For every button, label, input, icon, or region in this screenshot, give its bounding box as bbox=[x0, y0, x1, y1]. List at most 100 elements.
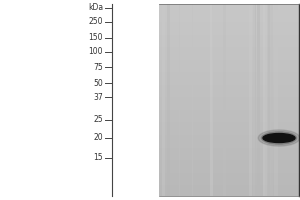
Bar bbox=[159, 168, 300, 169]
Bar bbox=[159, 182, 300, 183]
Bar bbox=[159, 71, 300, 72]
Bar bbox=[159, 114, 300, 115]
Bar bbox=[159, 128, 300, 129]
Bar bbox=[159, 63, 300, 64]
Bar bbox=[159, 174, 300, 175]
Bar bbox=[159, 150, 300, 151]
Bar bbox=[159, 185, 300, 186]
Bar bbox=[159, 154, 300, 155]
Bar bbox=[159, 46, 300, 47]
Bar bbox=[159, 35, 300, 36]
Bar bbox=[159, 194, 300, 195]
Bar bbox=[159, 19, 300, 20]
Bar bbox=[159, 81, 300, 82]
Bar bbox=[159, 82, 300, 83]
Bar bbox=[159, 42, 300, 43]
Bar bbox=[159, 113, 300, 114]
Bar bbox=[159, 68, 300, 69]
Bar bbox=[159, 18, 300, 19]
Bar bbox=[223, 4, 226, 196]
Bar bbox=[159, 152, 300, 153]
Bar bbox=[274, 4, 278, 196]
Bar bbox=[159, 156, 300, 157]
Bar bbox=[159, 77, 300, 78]
Bar bbox=[159, 188, 300, 189]
Bar bbox=[159, 125, 300, 126]
Bar bbox=[159, 189, 300, 190]
Bar bbox=[159, 53, 300, 54]
Bar bbox=[159, 96, 300, 97]
Bar bbox=[159, 87, 300, 88]
Bar bbox=[159, 139, 300, 140]
Bar bbox=[159, 116, 300, 117]
Bar bbox=[159, 124, 300, 125]
Bar bbox=[159, 7, 300, 8]
Bar bbox=[159, 159, 300, 160]
Bar bbox=[256, 4, 260, 196]
Bar bbox=[159, 34, 300, 35]
Bar bbox=[159, 65, 300, 66]
Bar bbox=[159, 133, 300, 134]
Bar bbox=[254, 4, 256, 196]
Bar bbox=[159, 79, 300, 80]
Bar bbox=[159, 27, 300, 28]
Bar bbox=[159, 31, 300, 32]
Bar bbox=[159, 88, 300, 89]
Bar bbox=[159, 25, 300, 26]
Bar bbox=[159, 153, 300, 154]
Bar bbox=[257, 4, 260, 196]
Bar bbox=[159, 169, 300, 170]
Bar bbox=[268, 4, 270, 196]
Bar bbox=[159, 58, 300, 59]
Bar bbox=[159, 76, 300, 77]
Bar bbox=[192, 4, 193, 196]
Bar bbox=[159, 132, 300, 133]
Bar bbox=[159, 83, 300, 84]
Bar bbox=[267, 4, 271, 196]
Bar bbox=[159, 135, 300, 136]
Bar bbox=[159, 97, 300, 98]
Bar bbox=[159, 54, 300, 55]
Bar bbox=[159, 95, 300, 96]
Bar bbox=[159, 16, 300, 17]
Bar bbox=[167, 4, 170, 196]
Bar bbox=[159, 69, 300, 70]
Text: 100: 100 bbox=[88, 47, 103, 56]
Bar bbox=[265, 4, 267, 196]
Bar bbox=[159, 102, 300, 103]
Bar bbox=[159, 64, 300, 65]
Bar bbox=[159, 162, 300, 163]
Bar bbox=[159, 147, 300, 148]
Bar bbox=[159, 173, 300, 174]
Bar bbox=[159, 117, 300, 118]
Bar bbox=[159, 122, 300, 123]
Bar bbox=[159, 187, 300, 188]
Bar bbox=[159, 30, 300, 31]
Bar bbox=[159, 6, 300, 7]
Bar bbox=[159, 59, 300, 60]
Bar bbox=[159, 39, 300, 40]
Bar bbox=[159, 11, 300, 12]
Bar bbox=[159, 165, 300, 166]
Bar bbox=[159, 93, 300, 94]
Bar bbox=[159, 37, 300, 38]
Bar bbox=[159, 138, 300, 139]
Bar bbox=[249, 4, 251, 196]
Bar bbox=[159, 23, 300, 24]
Bar bbox=[159, 171, 300, 172]
Text: 250: 250 bbox=[88, 18, 103, 26]
Ellipse shape bbox=[263, 134, 295, 142]
Bar bbox=[159, 149, 300, 150]
Bar bbox=[159, 127, 300, 128]
Bar bbox=[159, 70, 300, 71]
Bar bbox=[159, 144, 300, 145]
Bar bbox=[159, 195, 300, 196]
Text: 20: 20 bbox=[93, 134, 103, 142]
Bar bbox=[159, 22, 300, 23]
Text: kDa: kDa bbox=[88, 3, 103, 12]
Bar bbox=[159, 84, 300, 85]
Bar bbox=[159, 166, 300, 167]
Bar bbox=[159, 115, 300, 116]
Bar bbox=[159, 85, 300, 86]
Bar bbox=[159, 89, 300, 90]
